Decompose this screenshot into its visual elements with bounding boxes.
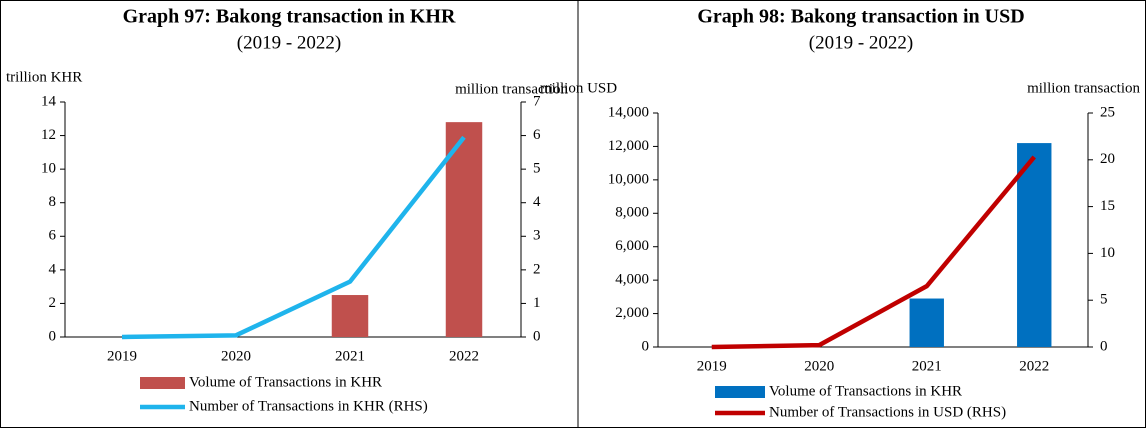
x-tick-label: 2019 xyxy=(107,348,137,364)
y-tick-label: 12 xyxy=(41,127,56,143)
y2-axis-label: million transaction xyxy=(1027,80,1140,96)
y-tick-label: 6,000 xyxy=(615,238,649,254)
chart-subtitle: (2019 - 2022) xyxy=(237,32,341,53)
line-series xyxy=(711,155,1036,350)
y2-tick-label: 10 xyxy=(1100,245,1115,261)
chart-subtitle: (2019 - 2022) xyxy=(809,32,913,53)
y2-tick-label: 5 xyxy=(533,161,541,177)
y-tick-label: 8 xyxy=(49,194,57,210)
bar xyxy=(445,122,483,338)
x-tick-label: 2020 xyxy=(221,348,251,364)
y-tick-label: 0 xyxy=(49,328,57,344)
y2-axis-label: million transaction xyxy=(455,81,568,97)
y2-tick-label: 5 xyxy=(1100,292,1108,308)
y2-tick-label: 6 xyxy=(533,127,541,143)
y-tick-label: 8,000 xyxy=(615,205,649,221)
y-tick-label: 10,000 xyxy=(608,171,649,187)
y2-tick-label: 4 xyxy=(533,194,541,210)
y-tick-label: 4,000 xyxy=(615,272,649,288)
chart-title: Graph 98: Bakong transaction in USD xyxy=(697,6,1024,28)
y2-tick-label: 7 xyxy=(533,93,541,109)
y-tick-label: 2 xyxy=(49,295,57,311)
y-tick-label: 4 xyxy=(49,261,57,277)
y-tick-label: 14,000 xyxy=(608,104,649,120)
legend-label: Number of Transactions in USD (RHS) xyxy=(769,404,1006,420)
y2-tick-label: 0 xyxy=(533,328,541,344)
legend-swatch xyxy=(715,386,765,398)
y2-tick-label: 0 xyxy=(1100,338,1108,354)
y2-tick-label: 1 xyxy=(533,295,541,311)
line-series xyxy=(121,135,466,340)
y2-tick-label: 3 xyxy=(533,228,541,244)
legend-label: Volume of Transactions in KHR xyxy=(769,383,962,399)
y-tick-label: 10 xyxy=(41,161,56,177)
legend-swatch xyxy=(140,377,185,389)
x-tick-label: 2020 xyxy=(804,358,834,374)
y2-tick-label: 20 xyxy=(1100,151,1115,167)
y-axis-label: million USD xyxy=(540,80,617,96)
bar xyxy=(909,298,944,347)
x-tick-label: 2022 xyxy=(449,348,479,364)
y2-tick-label: 2 xyxy=(533,261,541,277)
y2-tick-label: 15 xyxy=(1100,198,1115,214)
y-tick-label: 0 xyxy=(642,338,650,354)
chart-title: Graph 97: Bakong transaction in KHR xyxy=(123,6,456,28)
y2-tick-label: 25 xyxy=(1100,104,1115,120)
x-tick-label: 2022 xyxy=(1019,358,1049,374)
x-tick-label: 2019 xyxy=(697,358,727,374)
y-tick-label: 2,000 xyxy=(615,305,649,321)
legend-label: Number of Transactions in KHR (RHS) xyxy=(189,398,428,414)
x-tick-label: 2021 xyxy=(912,358,942,374)
y-tick-label: 6 xyxy=(49,228,57,244)
y-axis-label: trillion KHR xyxy=(6,69,82,85)
x-tick-label: 2021 xyxy=(335,348,365,364)
bar xyxy=(331,295,369,337)
y-tick-label: 12,000 xyxy=(608,138,649,154)
y-tick-label: 14 xyxy=(41,93,57,109)
bar xyxy=(1017,143,1052,347)
legend-label: Volume of Transactions in KHR xyxy=(189,374,382,390)
